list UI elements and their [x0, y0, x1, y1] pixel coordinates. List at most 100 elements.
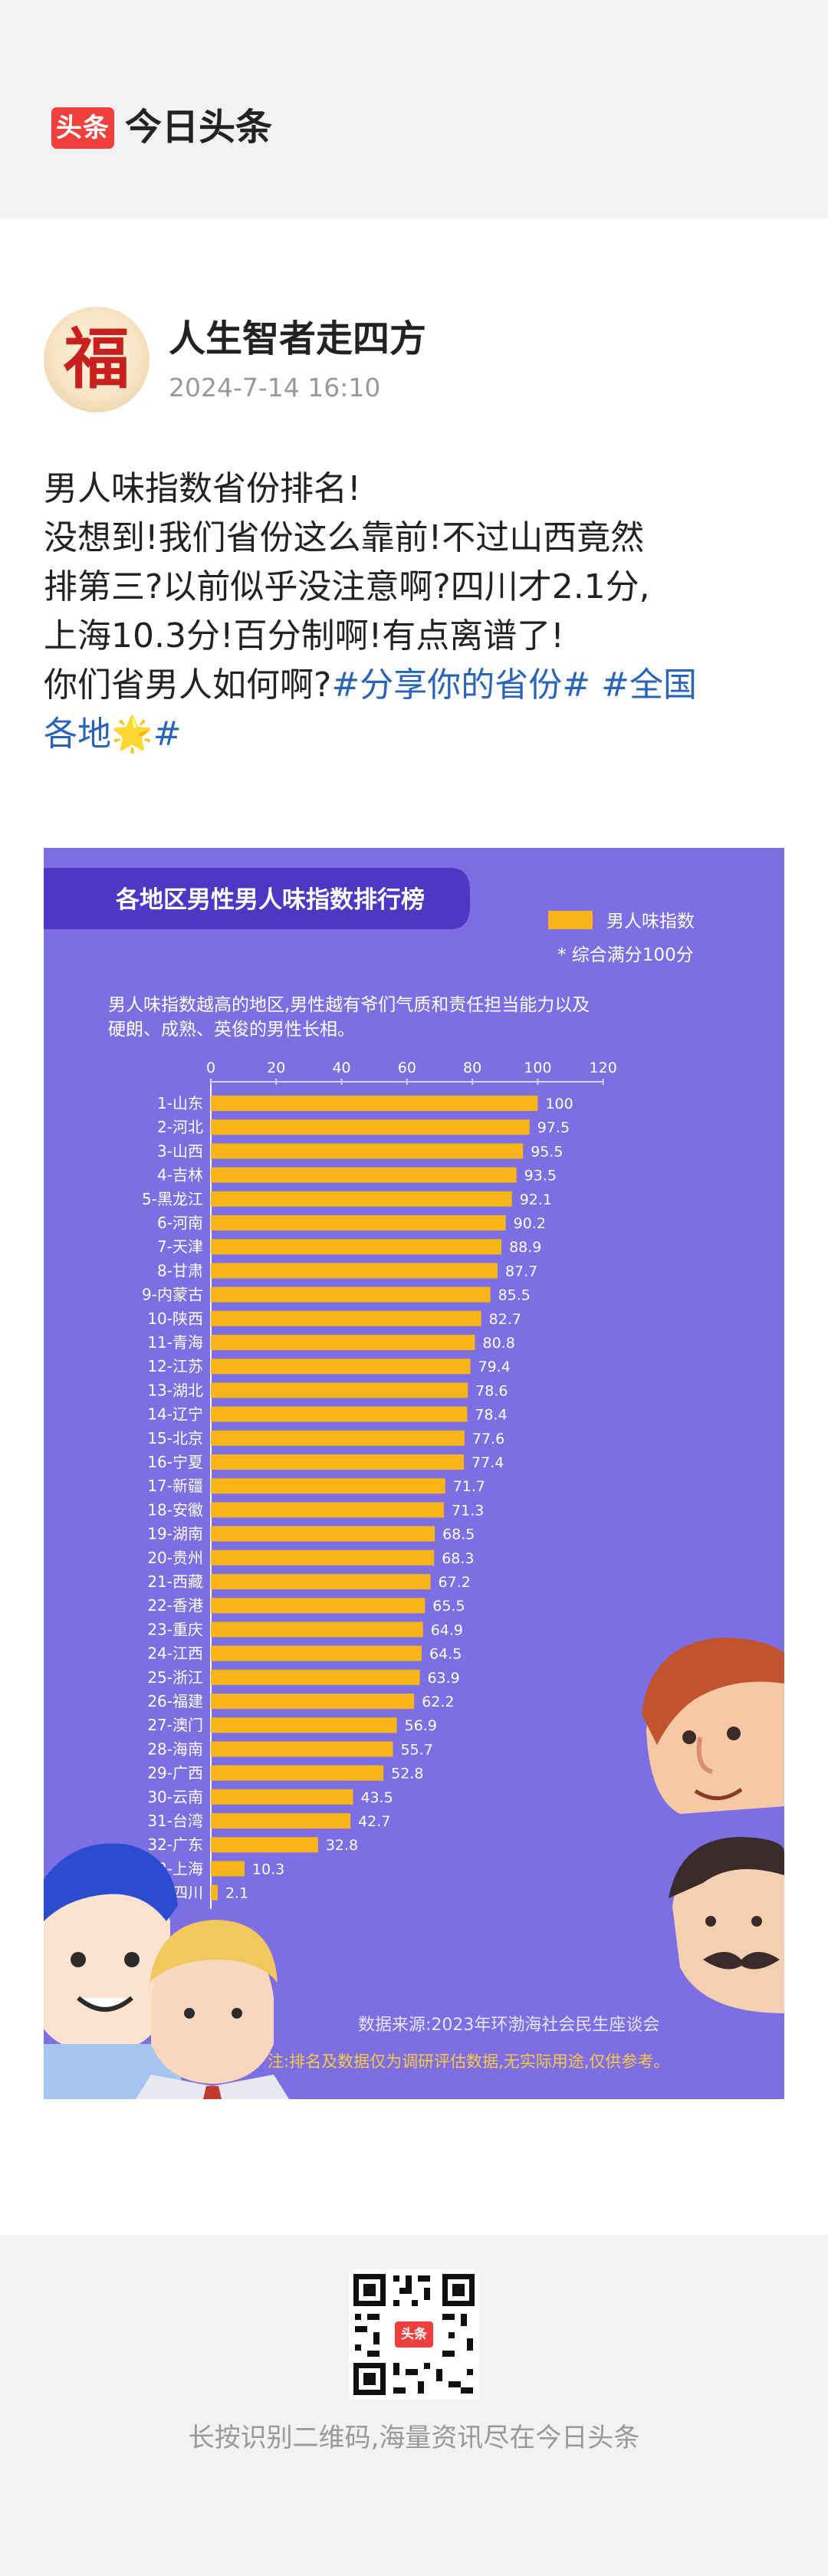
chart-note: * 综合满分100分 — [557, 945, 694, 965]
x-tick-label: 20 — [267, 1060, 285, 1076]
value-label: 71.3 — [452, 1502, 484, 1519]
hashtag-link[interactable]: #全国 — [601, 665, 697, 705]
value-label: 2.1 — [225, 1885, 248, 1902]
author-name[interactable]: 人生智者走四方 — [169, 317, 427, 360]
chart-description: 男人味指数越高的地区,男性越有爷们气质和责任担当能力以及 — [108, 995, 590, 1015]
bar — [211, 1549, 435, 1566]
value-label: 77.4 — [472, 1454, 504, 1471]
category-label: 11-青海 — [147, 1333, 203, 1352]
category-label: 4-吉林 — [157, 1166, 203, 1184]
value-label: 90.2 — [514, 1215, 546, 1232]
cartoon-man-suit-icon — [136, 1920, 289, 2099]
post-line: 上海10.3分!百分制啊!有点离谱了! — [44, 616, 564, 656]
bar — [211, 1694, 415, 1709]
bar — [211, 1335, 475, 1350]
category-label: 27-澳门 — [147, 1716, 203, 1734]
category-label: 32-广东 — [147, 1835, 203, 1854]
category-label: 18-安徽 — [147, 1500, 203, 1519]
category-label: 16-宁夏 — [147, 1453, 203, 1471]
bar — [211, 1789, 353, 1805]
category-label: 30-云南 — [147, 1788, 203, 1806]
x-tick-label: 40 — [332, 1060, 350, 1076]
category-label: 14-辽宁 — [147, 1405, 203, 1424]
value-label: 64.5 — [429, 1646, 462, 1663]
post-line: 各地🌟# — [44, 710, 787, 759]
post-line: 没想到!我们省份这么靠前!不过山西竟然 — [44, 518, 645, 557]
value-label: 62.2 — [422, 1694, 454, 1710]
bar — [211, 1598, 426, 1614]
bar — [211, 1215, 506, 1230]
hashtag-link[interactable]: #分享你的省份# — [331, 665, 591, 705]
qr-code[interactable] — [349, 2269, 479, 2400]
bar — [211, 1574, 431, 1589]
value-label: 79.4 — [478, 1359, 511, 1375]
chart-image[interactable]: 各地区男性男人味指数排行榜 男人味指数 * 综合满分100分 男人味指数越高的地… — [44, 848, 784, 2099]
value-label: 65.5 — [432, 1598, 465, 1615]
post-line: 排第三?以前似乎没注意啊?四川才2.1分, — [44, 567, 650, 606]
bar — [211, 1263, 498, 1279]
avatar-character: 福 — [64, 320, 130, 398]
cartoon-man-mustache-icon — [669, 1837, 784, 2013]
value-label: 93.5 — [524, 1168, 557, 1184]
value-label: 43.5 — [360, 1789, 393, 1806]
category-label: 13-湖北 — [147, 1381, 203, 1399]
x-tick-label: 60 — [398, 1060, 416, 1076]
value-label: 95.5 — [531, 1143, 563, 1160]
post-line: 你们省男人如何啊?#分享你的省份# #全国 — [44, 661, 787, 710]
bar — [211, 1741, 393, 1757]
x-tick-label: 0 — [206, 1060, 215, 1076]
value-label: 88.9 — [509, 1239, 541, 1256]
avatar[interactable]: 福 — [44, 307, 150, 412]
category-label: 21-西藏 — [147, 1572, 203, 1591]
category-label: 1-山东 — [157, 1094, 203, 1112]
category-label: 7-天津 — [157, 1237, 203, 1256]
app-logo-badge: 头条 — [51, 107, 114, 149]
category-label: 10-陕西 — [147, 1309, 203, 1328]
bar — [211, 1622, 423, 1638]
hashtag-end[interactable]: # — [153, 715, 182, 754]
value-label: 82.7 — [489, 1311, 521, 1328]
chart-title-banner — [44, 868, 470, 929]
qr-logo-badge: 头条 — [395, 2321, 433, 2348]
category-label: 31-台湾 — [147, 1812, 203, 1830]
bar — [211, 1502, 445, 1518]
chart-description: 硬朗、成熟、英俊的男性长相。 — [108, 1020, 355, 1040]
category-label: 17-新疆 — [147, 1477, 203, 1495]
category-label: 3-山西 — [157, 1142, 203, 1160]
category-label: 12-江苏 — [147, 1357, 203, 1375]
app-name: 今日头条 — [125, 106, 273, 149]
app-header: 头条 今日头条 — [0, 0, 828, 219]
ranking-chart: 各地区男性男人味指数排行榜 男人味指数 * 综合满分100分 男人味指数越高的地… — [44, 848, 784, 2099]
category-label: 19-湖南 — [147, 1525, 203, 1543]
value-label: 100 — [545, 1096, 573, 1112]
post-date: 2024-7-14 16:10 — [169, 373, 381, 402]
value-label: 67.2 — [439, 1574, 471, 1591]
value-label: 32.8 — [326, 1837, 358, 1854]
x-tick-label: 100 — [524, 1060, 551, 1076]
value-label: 97.5 — [537, 1119, 570, 1136]
bar — [211, 1239, 502, 1255]
hashtag-link[interactable]: 各地 — [44, 715, 111, 754]
value-label: 10.3 — [252, 1861, 284, 1878]
category-label: 9-内蒙古 — [142, 1286, 203, 1304]
chart-title: 各地区男性男人味指数排行榜 — [115, 886, 425, 914]
cartoon-man-right-icon — [642, 1638, 784, 1814]
value-label: 55.7 — [401, 1741, 433, 1758]
bar — [211, 1669, 420, 1685]
value-label: 71.7 — [453, 1478, 485, 1495]
x-tick-label: 120 — [590, 1060, 617, 1076]
value-label: 78.4 — [475, 1407, 507, 1424]
bar — [211, 1119, 530, 1135]
bar — [211, 1430, 465, 1446]
bar — [211, 1167, 517, 1183]
bar — [211, 1813, 351, 1829]
value-label: 42.7 — [358, 1813, 390, 1830]
legend-swatch — [548, 911, 593, 929]
category-label: 29-广西 — [147, 1764, 203, 1783]
value-label: 63.9 — [427, 1670, 459, 1687]
category-label: 8-甘肃 — [157, 1261, 203, 1280]
category-label: 2-河北 — [157, 1118, 203, 1136]
category-label: 23-重庆 — [147, 1620, 203, 1638]
chart-source: 数据来源:2023年环渤海社会民生座谈会 — [358, 2016, 659, 2035]
legend-label: 男人味指数 — [606, 912, 695, 932]
